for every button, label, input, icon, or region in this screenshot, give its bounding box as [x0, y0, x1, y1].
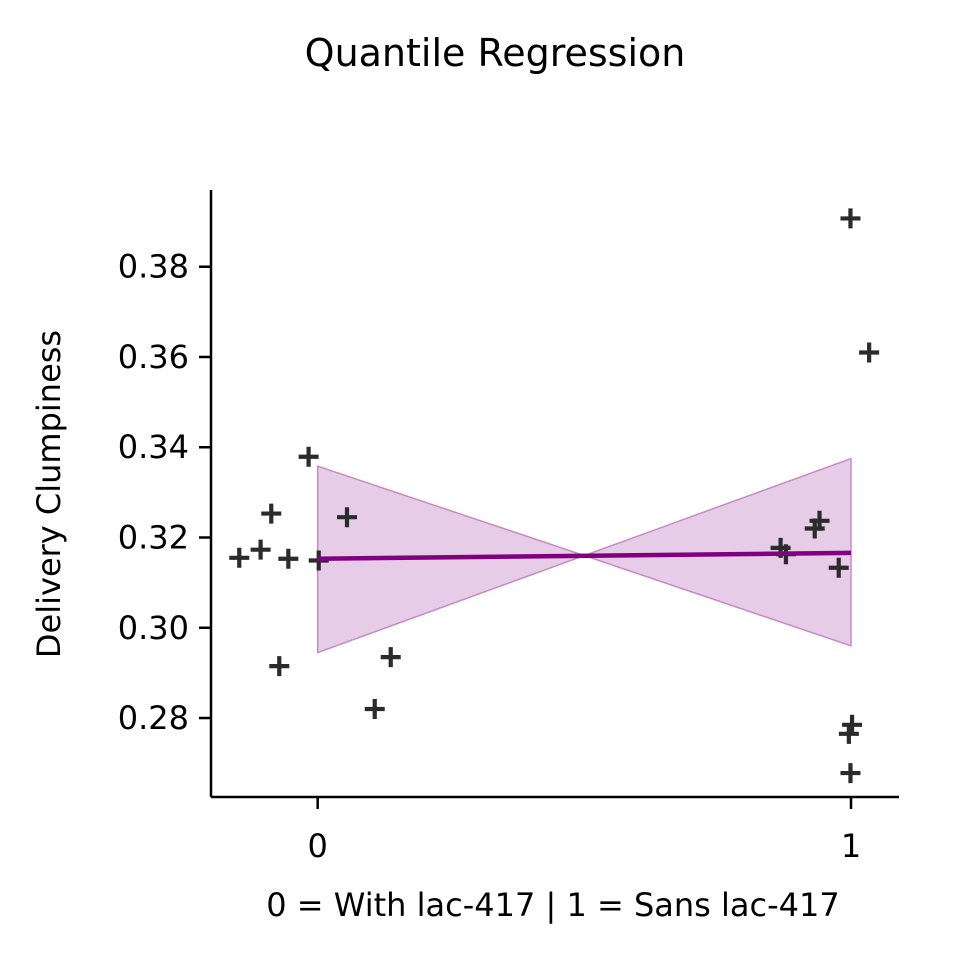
data-point-17 [840, 763, 861, 784]
y-tick-label-0.36: 0.36 [118, 338, 189, 376]
y-axis-label: Delivery Clumpiness [30, 330, 68, 658]
data-point-6 [298, 446, 319, 467]
plot-area: 0.28 0.30 0.32 0.34 0.36 0.38 0 1 [118, 190, 899, 865]
data-point-16 [838, 723, 859, 744]
data-point-2 [250, 539, 271, 560]
y-tick-label-0.38: 0.38 [118, 248, 189, 286]
data-point-18 [840, 208, 861, 229]
data-point-1 [229, 547, 250, 568]
data-point-4 [269, 656, 290, 677]
data-point-8 [337, 507, 357, 528]
y-tick-label-0.34: 0.34 [118, 428, 189, 466]
x-tick-label-1: 1 [841, 827, 861, 865]
data-point-10 [380, 647, 401, 668]
y-tick-label-0.32: 0.32 [118, 519, 189, 557]
data-point-9 [364, 698, 385, 719]
data-point-19 [842, 714, 863, 735]
x-tick-label-0: 0 [307, 827, 327, 865]
data-point-14 [809, 510, 830, 531]
data-point-15 [828, 557, 849, 578]
regression-line [317, 550, 852, 561]
data-point-20 [859, 342, 880, 363]
x-axis-label: 0 = With lac-417 | 1 = Sans lac-417 [266, 886, 839, 924]
y-tick-label-0.28: 0.28 [118, 699, 189, 737]
data-point-5 [278, 548, 299, 569]
data-point-3 [261, 503, 282, 524]
chart-title: Quantile Regression [305, 31, 686, 75]
y-tick-label-0.30: 0.30 [118, 609, 189, 647]
